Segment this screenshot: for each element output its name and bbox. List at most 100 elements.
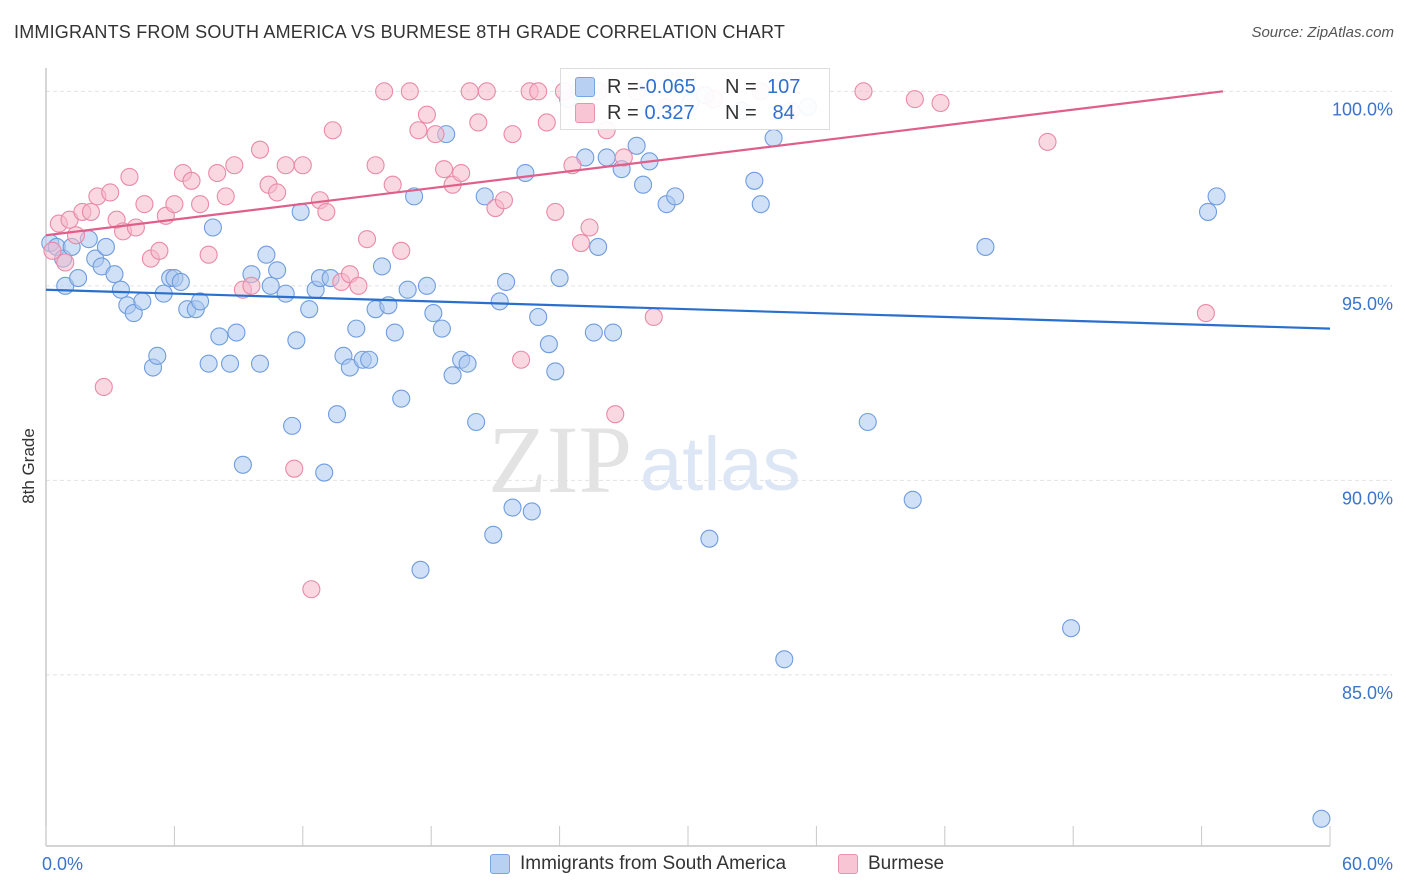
point-south-america — [1062, 619, 1081, 638]
point-south-america — [261, 276, 280, 295]
point-south-america — [257, 245, 276, 264]
point-burmese — [357, 230, 377, 249]
point-south-america — [764, 128, 783, 148]
trend-lines — [45, 90, 1331, 330]
point-burmese — [94, 377, 113, 397]
watermark-atlas: atlas — [640, 422, 801, 507]
point-south-america — [522, 502, 541, 521]
x-tick-label: 0.0% — [42, 854, 83, 874]
point-south-america — [497, 272, 516, 292]
point-south-america — [666, 187, 685, 206]
legend-swatch-south-america — [490, 854, 510, 874]
y-tick-label: 85.0% — [1342, 683, 1393, 703]
point-burmese — [469, 113, 488, 132]
point-burmese — [43, 241, 62, 260]
legend-label-south-america: Immigrants from South America — [520, 853, 787, 874]
legend-item-burmese[interactable]: Burmese — [838, 852, 944, 876]
point-south-america — [96, 237, 115, 256]
point-burmese — [571, 234, 591, 253]
point-south-america — [283, 416, 302, 435]
axes — [45, 68, 1331, 847]
point-south-america — [199, 354, 218, 373]
point-burmese — [546, 202, 565, 221]
point-south-america — [432, 319, 451, 338]
source-label: Source: ZipAtlas.com — [1251, 24, 1394, 41]
point-south-america — [467, 412, 486, 432]
point-south-america — [220, 354, 240, 373]
point-south-america — [398, 280, 417, 299]
point-south-america — [490, 292, 509, 311]
stats-box: R = -0.065 N = 107 R = 0.327 N = 84 — [560, 68, 830, 130]
point-burmese — [460, 82, 479, 101]
point-burmese — [1196, 304, 1215, 323]
stats-n-value: 84 — [767, 101, 795, 124]
point-south-america — [550, 269, 569, 288]
point-burmese — [242, 276, 261, 295]
point-burmese — [392, 241, 411, 260]
point-burmese — [135, 195, 154, 214]
point-south-america — [347, 319, 366, 338]
legend-item-south-america[interactable]: Immigrants from South America — [490, 852, 786, 876]
point-south-america — [858, 412, 877, 432]
point-south-america — [1207, 187, 1226, 206]
point-south-america — [424, 304, 443, 323]
point-burmese — [317, 202, 336, 221]
stats-n-value: 107 — [767, 75, 801, 98]
point-burmese — [614, 148, 633, 167]
point-burmese — [199, 245, 218, 264]
stats-n-label: N = — [725, 101, 757, 124]
point-burmese — [905, 90, 924, 109]
point-south-america — [458, 354, 477, 373]
point-south-america — [360, 350, 379, 369]
point-south-america — [1198, 202, 1218, 221]
point-burmese — [268, 183, 287, 202]
point-south-america — [210, 327, 229, 346]
point-burmese — [366, 156, 385, 175]
point-burmese — [400, 82, 419, 101]
point-south-america — [546, 362, 565, 381]
watermark: ZIP atlas — [488, 406, 801, 513]
point-burmese — [208, 163, 227, 183]
point-south-america — [584, 323, 603, 342]
legend-label-burmese: Burmese — [868, 853, 945, 874]
point-south-america — [133, 292, 152, 311]
y-tick-label: 100.0% — [1332, 99, 1393, 119]
point-burmese — [120, 167, 139, 186]
point-burmese — [191, 195, 210, 214]
point-south-america — [443, 366, 462, 385]
stats-r-label: R = — [607, 101, 639, 124]
y-tick-label: 90.0% — [1342, 488, 1393, 508]
point-south-america — [315, 463, 334, 482]
point-south-america — [503, 498, 522, 517]
point-south-america — [597, 148, 616, 167]
point-south-america — [775, 650, 794, 669]
point-burmese — [409, 121, 428, 140]
point-south-america — [405, 187, 424, 206]
point-south-america — [392, 389, 411, 408]
trend-line-burmese — [45, 90, 1224, 237]
point-burmese — [250, 140, 270, 159]
point-burmese — [494, 191, 514, 210]
point-south-america — [287, 331, 306, 350]
point-burmese — [285, 459, 304, 478]
point-south-america — [203, 218, 222, 237]
point-burmese — [477, 82, 496, 101]
point-burmese — [644, 307, 663, 327]
point-burmese — [1038, 132, 1057, 151]
point-burmese — [101, 183, 120, 202]
point-burmese — [302, 580, 321, 599]
point-burmese — [529, 82, 548, 101]
stats-row-burmese: R = 0.327 N = 84 — [575, 100, 795, 126]
point-south-america — [417, 276, 436, 295]
point-burmese — [434, 160, 454, 179]
point-south-america — [372, 257, 392, 276]
point-south-america — [69, 269, 88, 288]
point-burmese — [606, 405, 625, 424]
point-south-america — [233, 455, 252, 474]
point-south-america — [529, 307, 548, 327]
point-burmese — [375, 82, 394, 101]
chart-title: IMMIGRANTS FROM SOUTH AMERICA VS BURMESE… — [14, 22, 786, 42]
point-burmese — [293, 156, 312, 175]
point-south-america — [745, 171, 764, 190]
point-south-america — [475, 187, 494, 206]
